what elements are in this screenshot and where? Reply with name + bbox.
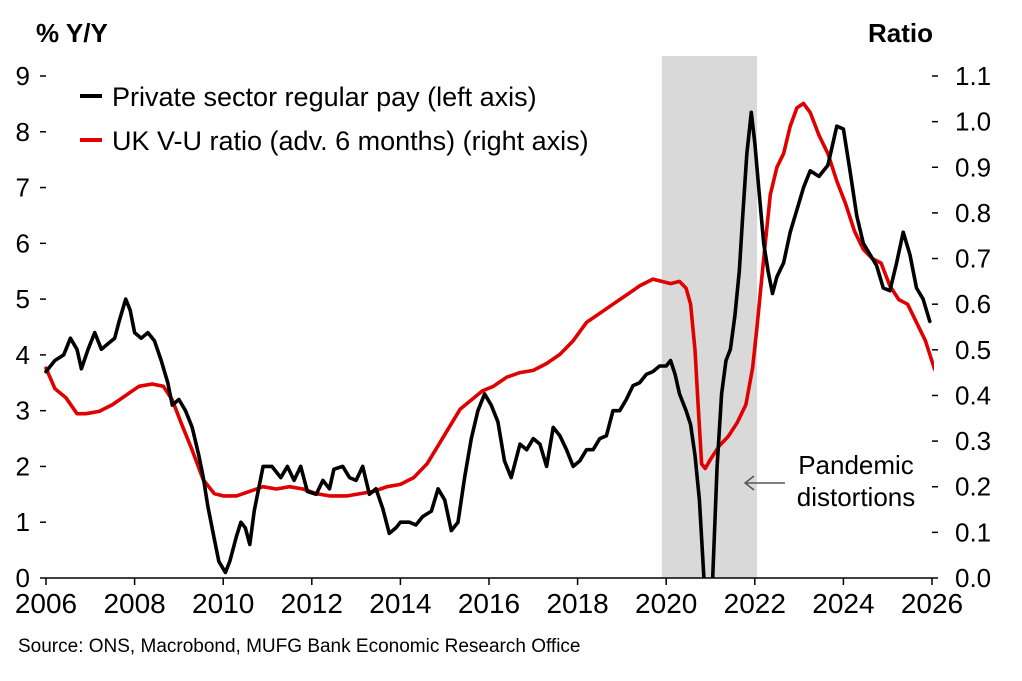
x-tick-label: 2008 [103, 588, 165, 619]
series-line-private-pay [44, 110, 932, 578]
left-axis-ticks: 0 1 2 3 4 5 6 7 8 9 [16, 61, 46, 593]
left-tick-label: 5 [16, 284, 30, 314]
left-tick-label: 9 [16, 61, 30, 91]
right-axis-ticks: 0.0 0.1 0.2 0.3 0.4 0.5 0.6 0.7 0.8 0.9 1.0 1.1 [932, 61, 991, 593]
right-axis-title: Ratio [868, 18, 933, 48]
right-tick-label: 0.0 [955, 563, 991, 593]
right-tick-label: 0.9 [955, 152, 991, 182]
x-tick-label: 2016 [458, 588, 520, 619]
right-tick-label: 0.2 [955, 472, 991, 502]
series-line-vu-ratio [44, 101, 934, 498]
right-tick-label: 0.1 [955, 517, 991, 547]
x-tick-label: 2018 [546, 588, 608, 619]
legend: Private sector regular pay (left axis) U… [80, 82, 589, 156]
left-tick-label: 1 [16, 507, 30, 537]
right-tick-label: 0.8 [955, 198, 991, 228]
pandemic-annotation: Pandemic distortions [743, 450, 916, 512]
right-tick-label: 0.4 [955, 380, 991, 410]
annotation-line-2: distortions [797, 482, 916, 512]
right-tick-label: 1.0 [955, 107, 991, 137]
source-note: Source: ONS, Macrobond, MUFG Bank Econom… [18, 636, 581, 657]
right-tick-label: 1.1 [955, 61, 991, 91]
left-axis-title: % Y/Y [36, 18, 108, 48]
right-tick-label: 0.6 [955, 289, 991, 319]
x-axis-ticks: 2006 2008 2010 2012 2014 2016 2018 2020 2022 2024… [15, 578, 963, 619]
x-tick-label: 2024 [812, 588, 874, 619]
annotation-line-1: Pandemic [798, 450, 914, 480]
series-layer [44, 101, 934, 578]
annotation-arrow-icon [743, 475, 755, 491]
right-tick-label: 0.5 [955, 335, 991, 365]
x-tick-label: 2012 [281, 588, 343, 619]
legend-label-vu: UK V-U ratio (adv. 6 months) (right axis… [112, 126, 589, 156]
left-tick-label: 8 [16, 117, 30, 147]
left-tick-label: 3 [16, 396, 30, 426]
left-tick-label: 0 [16, 563, 30, 593]
legend-label-pay: Private sector regular pay (left axis) [112, 82, 537, 112]
right-tick-label: 0.3 [955, 426, 991, 456]
pandemic-shaded-region [661, 56, 758, 578]
x-tick-label: 2026 [901, 588, 963, 619]
left-tick-label: 7 [16, 173, 30, 203]
left-tick-label: 2 [16, 451, 30, 481]
x-tick-label: 2014 [369, 588, 431, 619]
right-tick-label: 0.7 [955, 244, 991, 274]
x-tick-label: 2010 [192, 588, 254, 619]
x-tick-label: 2022 [724, 588, 786, 619]
left-tick-label: 4 [16, 340, 30, 370]
left-tick-label: 6 [16, 228, 30, 258]
x-tick-label: 2020 [635, 588, 697, 619]
x-tick-label: 2006 [15, 588, 77, 619]
